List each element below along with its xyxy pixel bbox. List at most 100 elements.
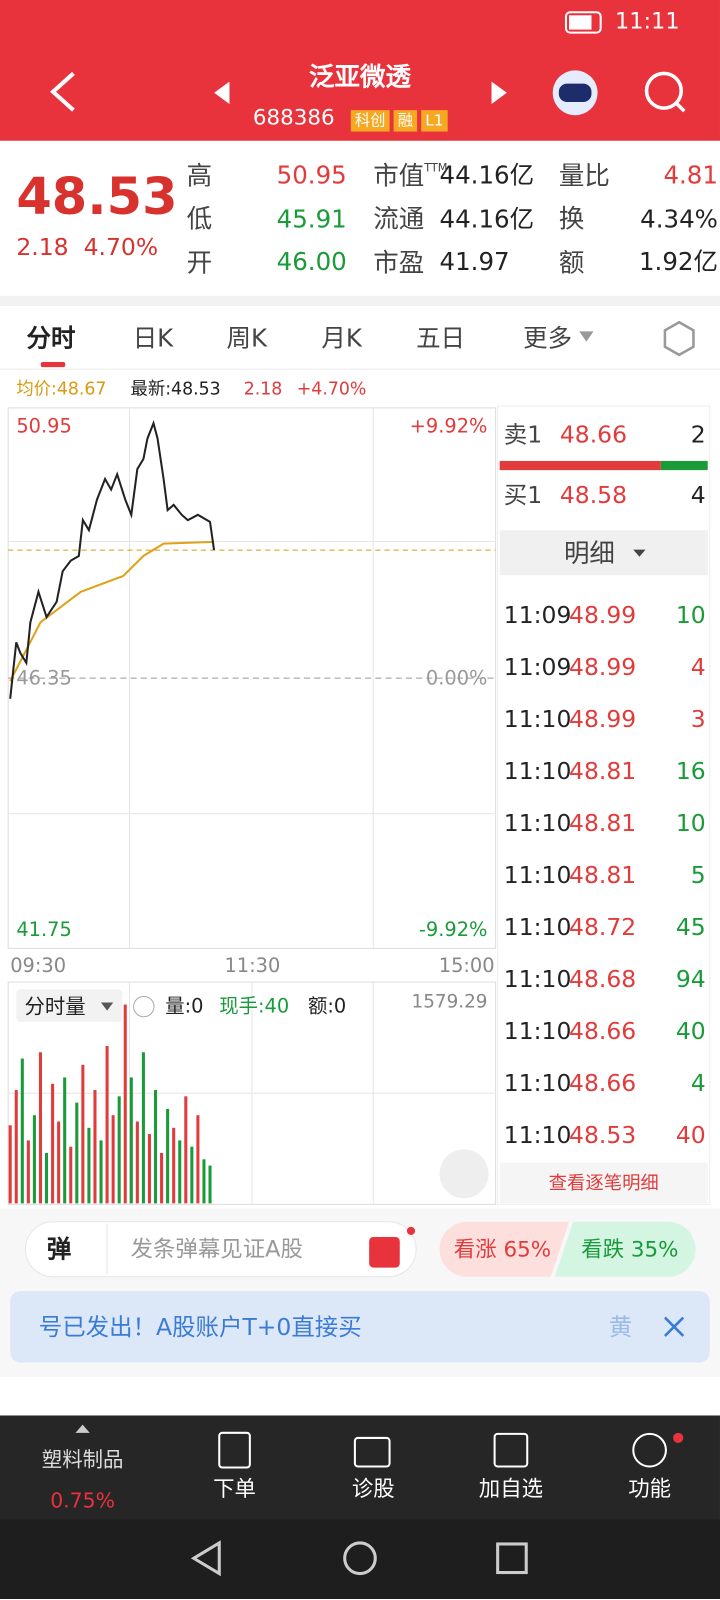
tag: L1 — [421, 109, 448, 132]
danmu-input[interactable] — [24, 1221, 417, 1278]
tab[interactable]: 周K — [226, 324, 268, 353]
orderbook-frame — [497, 405, 711, 1205]
stat-label: 流通 — [373, 203, 425, 234]
volume-bar — [208, 1165, 212, 1204]
bid-qty: 4 — [690, 481, 706, 509]
stat-value: 41.97 — [439, 247, 510, 277]
vote-down-button[interactable] — [554, 1221, 696, 1277]
battery — [564, 11, 602, 34]
ask-label: 卖1 — [503, 421, 543, 449]
sector-name: 塑料制品 — [41, 1447, 124, 1472]
tag: 融 — [393, 109, 418, 132]
banner-text[interactable]: 号已发出！A股账户T+0直接买 — [38, 1314, 362, 1341]
back-icon[interactable] — [49, 71, 75, 112]
gift-icon[interactable] — [369, 1237, 400, 1268]
tab[interactable]: 五日 — [416, 324, 466, 353]
stock-name: 泛亚微透 — [308, 61, 411, 92]
tab[interactable]: 分时 — [26, 324, 76, 353]
trade-qty: 45 — [675, 914, 706, 941]
sys-home[interactable] — [343, 1541, 377, 1576]
volume-bar — [14, 1090, 18, 1204]
stat-label: 开 — [186, 247, 213, 277]
latest-legend: 最新:48.53 — [130, 378, 221, 400]
tab[interactable]: 月K — [321, 324, 362, 353]
more-bg — [499, 1162, 708, 1204]
stat-label: 高 — [186, 160, 213, 191]
trade-time: 11:10 — [503, 810, 572, 837]
help-icon[interactable] — [133, 995, 155, 1018]
stat-label: 量比 — [558, 160, 610, 191]
avg-legend: 均价:48.67 — [16, 378, 107, 400]
volume-bar — [38, 1052, 43, 1204]
trade-qty: 5 — [690, 862, 706, 889]
banner-close[interactable] — [664, 1316, 685, 1337]
tab[interactable]: 日K — [132, 324, 174, 353]
trade-qty: 3 — [690, 706, 706, 733]
volume-stat: 量:0 — [165, 994, 204, 1018]
dropdown — [633, 549, 646, 557]
status-time: 11:11 — [614, 9, 680, 35]
volume-bar — [99, 1140, 103, 1204]
stock-code: 688386 — [252, 104, 335, 130]
trade-time: 11:10 — [503, 758, 572, 785]
y-tick-label: 46.35 — [16, 666, 72, 689]
detail-title[interactable]: 明细 — [563, 537, 615, 568]
fullscreen-button[interactable] — [439, 1149, 489, 1199]
order-icon[interactable] — [218, 1431, 251, 1469]
nav-item[interactable]: 下单 — [213, 1476, 256, 1501]
trade-qty: 94 — [675, 966, 706, 993]
settings-icon[interactable] — [663, 320, 695, 357]
diagnose-icon[interactable] — [353, 1436, 391, 1468]
volume-max: 1579.29 — [411, 991, 488, 1013]
x-tick-label: 15:00 — [438, 954, 495, 977]
bid-label: 买1 — [503, 481, 543, 509]
bid-bar — [660, 460, 708, 471]
nav-item[interactable]: 加自选 — [478, 1476, 544, 1501]
trade-time: 11:10 — [503, 1070, 572, 1097]
volume-selector[interactable] — [16, 989, 123, 1022]
nav-item[interactable]: 诊股 — [351, 1476, 395, 1501]
vote-down[interactable]: 看跌 35% — [581, 1236, 679, 1261]
avg-line — [9, 540, 215, 682]
danmu-placeholder[interactable]: 发条弹幕见证A股 — [130, 1237, 303, 1263]
sys-recent[interactable] — [496, 1542, 528, 1575]
trade-price: 48.72 — [569, 914, 637, 941]
detail-header-bg — [499, 530, 708, 576]
x-tick-label: 09:30 — [10, 954, 67, 977]
more-detail[interactable]: 查看逐笔明细 — [548, 1172, 659, 1195]
function-icon[interactable] — [632, 1432, 667, 1468]
volume-stat: 额:0 — [307, 994, 347, 1018]
pct-label: 0.00% — [425, 666, 488, 689]
stat-value: 50.95 — [276, 161, 347, 190]
vote-up-button[interactable] — [439, 1221, 570, 1277]
trade-time: 11:10 — [503, 966, 572, 993]
nav-item[interactable]: 功能 — [628, 1476, 672, 1501]
volume-bar — [190, 1146, 194, 1204]
x-tick-label: 11:30 — [224, 954, 281, 977]
trade-price: 48.53 — [569, 1122, 637, 1149]
volume-bar — [123, 1004, 127, 1204]
sys-back[interactable] — [190, 1540, 221, 1577]
vote-up[interactable]: 看涨 65% — [453, 1236, 552, 1261]
tab[interactable]: 更多 — [523, 324, 573, 353]
volume-selector-label[interactable]: 分时量 — [24, 994, 86, 1019]
stat-value: 46.00 — [276, 247, 347, 277]
trade-price: 48.81 — [569, 758, 637, 785]
ask-price: 48.66 — [559, 421, 628, 449]
add-icon[interactable] — [493, 1432, 529, 1468]
volume-bar — [202, 1159, 206, 1204]
volume-bar — [51, 1083, 55, 1204]
last-price: 48.53 — [16, 167, 178, 227]
volume-bar — [172, 1127, 176, 1204]
sector-pct: 0.75% — [50, 1487, 116, 1513]
tab-underline — [40, 362, 66, 368]
volume-bar — [87, 1127, 91, 1204]
prev-icon[interactable] — [214, 81, 230, 105]
search-icon[interactable] — [644, 71, 684, 110]
volume-bar — [57, 1121, 61, 1204]
stat-value: 4.34% — [640, 204, 718, 234]
gift-dot — [406, 1226, 416, 1235]
next-icon[interactable] — [491, 81, 507, 105]
trade-time: 11:10 — [503, 1018, 572, 1045]
